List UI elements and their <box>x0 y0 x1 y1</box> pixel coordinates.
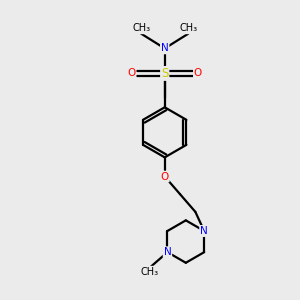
Text: O: O <box>194 68 202 78</box>
Text: CH₃: CH₃ <box>132 23 150 33</box>
Text: N: N <box>164 247 171 257</box>
Text: N: N <box>200 226 208 236</box>
Text: O: O <box>160 172 169 182</box>
Text: N: N <box>161 44 169 53</box>
Text: CH₃: CH₃ <box>179 23 197 33</box>
Text: O: O <box>127 68 136 78</box>
Text: N: N <box>200 226 208 236</box>
Text: CH₃: CH₃ <box>141 267 159 277</box>
Text: S: S <box>161 67 168 80</box>
